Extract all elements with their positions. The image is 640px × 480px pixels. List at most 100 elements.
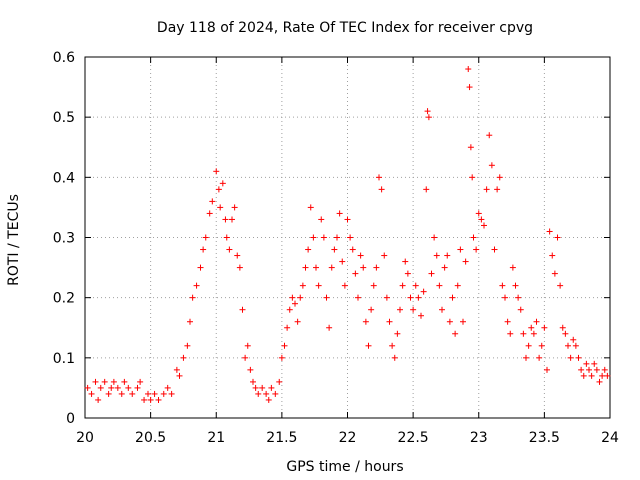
- data-point: [145, 390, 151, 397]
- data-point: [544, 366, 550, 373]
- data-point: [168, 390, 175, 397]
- data-point: [244, 342, 251, 349]
- data-point: [578, 366, 585, 373]
- data-point: [272, 390, 279, 397]
- data-point: [95, 396, 102, 403]
- data-point: [362, 318, 369, 325]
- data-point: [504, 318, 511, 325]
- data-point: [381, 252, 388, 259]
- data-point: [184, 342, 191, 349]
- data-point: [378, 186, 385, 193]
- data-point: [462, 258, 469, 265]
- data-point: [215, 186, 222, 193]
- data-point: [509, 264, 516, 271]
- data-point: [491, 246, 498, 253]
- data-point: [591, 360, 598, 367]
- data-point: [473, 246, 480, 253]
- data-point: [97, 384, 104, 391]
- data-point: [121, 378, 128, 385]
- data-point: [512, 282, 519, 289]
- data-point: [173, 366, 180, 373]
- data-point: [554, 234, 561, 241]
- y-tick-label: 0: [66, 411, 75, 427]
- data-point: [134, 384, 141, 391]
- data-point: [580, 372, 587, 379]
- data-point: [467, 144, 474, 151]
- data-point: [108, 384, 115, 391]
- data-point: [425, 114, 432, 121]
- data-point: [328, 264, 335, 271]
- data-point: [433, 252, 440, 259]
- data-point: [88, 390, 95, 397]
- data-point: [370, 282, 377, 289]
- x-axis-label: GPS time / hours: [286, 459, 403, 475]
- axis-ticks: 20 20.5 21 21.5 22 22.5 23 23.5 24 0 0.1 0.2 0.3 0.4 0…: [53, 50, 619, 446]
- data-point: [546, 228, 553, 235]
- grid-lines: [85, 57, 610, 418]
- data-point: [536, 354, 543, 361]
- data-point: [469, 174, 476, 181]
- data-point: [160, 390, 167, 397]
- x-tick-label: 24: [601, 430, 619, 446]
- x-tick-label: 20: [76, 430, 94, 446]
- data-point: [155, 396, 162, 403]
- y-tick-label: 0.1: [53, 351, 75, 367]
- data-point: [470, 234, 477, 241]
- data-point: [454, 282, 461, 289]
- data-point: [478, 216, 485, 223]
- data-point: [151, 390, 158, 397]
- data-point: [239, 306, 246, 313]
- data-point: [567, 354, 574, 361]
- data-point: [386, 318, 393, 325]
- data-point: [391, 354, 398, 361]
- data-point: [523, 354, 529, 361]
- data-point: [276, 378, 283, 385]
- data-point: [339, 258, 346, 265]
- data-point: [439, 306, 445, 313]
- data-point: [551, 270, 558, 277]
- data-point: [129, 390, 136, 397]
- data-point: [147, 396, 154, 403]
- data-point: [347, 234, 354, 241]
- data-point: [187, 318, 193, 325]
- data-point: [222, 216, 229, 223]
- data-point: [424, 108, 431, 115]
- data-point: [465, 66, 472, 73]
- data-point: [344, 216, 351, 223]
- data-point: [310, 234, 317, 241]
- y-tick-label: 0.2: [53, 291, 75, 307]
- data-point: [604, 372, 611, 379]
- data-point: [242, 354, 249, 361]
- data-point: [368, 306, 375, 313]
- data-point: [299, 282, 306, 289]
- data-point: [209, 198, 216, 205]
- data-point: [259, 384, 266, 391]
- data-point: [284, 324, 291, 331]
- data-point: [289, 294, 296, 301]
- data-point: [520, 330, 527, 337]
- data-point: [206, 210, 213, 217]
- data-point: [525, 342, 532, 349]
- data-point: [320, 234, 327, 241]
- data-point: [315, 282, 322, 289]
- data-point: [412, 282, 419, 289]
- data-point: [376, 174, 382, 181]
- data-point: [305, 246, 312, 253]
- data-point: [583, 360, 590, 367]
- data-point: [231, 204, 238, 211]
- data-point: [252, 384, 259, 391]
- data-point: [263, 390, 270, 397]
- data-point: [562, 330, 569, 337]
- data-point: [84, 384, 91, 391]
- data-point: [223, 234, 230, 241]
- data-point: [281, 342, 288, 349]
- y-tick-label: 0.3: [53, 231, 75, 247]
- data-point: [557, 282, 564, 289]
- data-point: [515, 294, 522, 301]
- y-axis-label: ROTI / TECUs: [6, 194, 22, 286]
- data-point: [247, 366, 254, 373]
- data-point: [302, 264, 309, 271]
- y-tick-label: 0.6: [53, 50, 75, 66]
- data-point: [496, 174, 503, 181]
